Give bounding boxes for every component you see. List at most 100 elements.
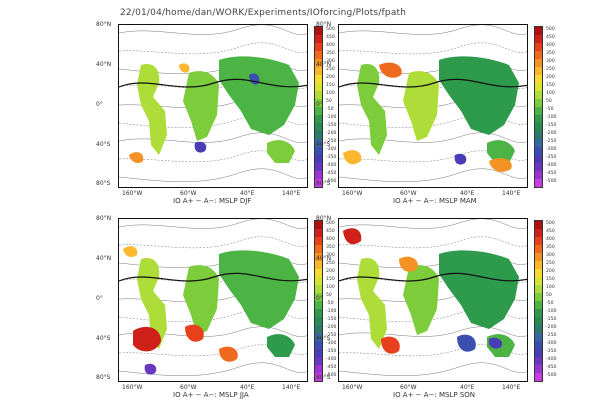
lat-tick-label: 80°N: [316, 21, 332, 28]
colorbar: [534, 220, 543, 382]
colorbar-swatch: [535, 245, 542, 253]
colorbar-label: 150: [326, 83, 335, 88]
colorbar-label: 500: [326, 221, 335, 226]
colorbar-label: 400: [546, 43, 555, 48]
colorbar-swatch: [535, 237, 542, 245]
colorbar-swatch: [535, 59, 542, 67]
colorbar-label: 500: [546, 27, 555, 32]
lat-tick-label: 0°: [316, 295, 323, 302]
colorbar-label: 100: [326, 285, 335, 290]
lat-tick-label: 40°N: [96, 61, 112, 68]
colorbar-label: 200: [326, 269, 335, 274]
colorbar-swatch: [535, 139, 542, 147]
colorbar-swatch: [535, 325, 542, 333]
colorbar-swatch: [315, 293, 322, 301]
contour-line: [119, 236, 307, 249]
colorbar-swatch: [535, 309, 542, 317]
colorbar-swatch: [315, 341, 322, 349]
colorbar-swatch: [535, 115, 542, 123]
contour-line: [339, 219, 527, 229]
colorbar-label: -350: [546, 349, 557, 354]
anomaly-region: [183, 265, 219, 335]
contour-line: [339, 25, 527, 35]
colorbar-label: 300: [546, 59, 555, 64]
lat-tick-label: 0°: [316, 101, 323, 108]
colorbar-swatch: [315, 365, 322, 373]
anomaly-region: [185, 324, 204, 342]
panel-title: IO A+ − A−: MSLP DJF: [173, 197, 252, 205]
colorbar-label: 250: [326, 261, 335, 266]
colorbar-swatch: [535, 333, 542, 341]
colorbar-swatch: [315, 155, 322, 163]
lat-tick-label: 40°S: [316, 335, 331, 342]
anomaly-region: [137, 63, 167, 156]
map-panel-2: 80°N 40°N 0° 40°S 80°S 160°W 60°W 40°E 140°E IO A…: [316, 21, 580, 214]
lon-tick-label: 160°W: [342, 190, 363, 197]
colorbar-swatch: [315, 317, 322, 325]
lat-tick-label: 80°S: [316, 180, 331, 187]
colorbar-label: -50: [326, 107, 334, 112]
colorbar-label: 50: [326, 293, 332, 298]
colorbar-swatch: [315, 221, 322, 229]
lon-tick-label: 60°W: [180, 190, 197, 197]
colorbar-label: -300: [546, 341, 557, 346]
colorbar-swatch: [535, 357, 542, 365]
colorbar-swatch: [535, 75, 542, 83]
colorbar-swatch: [315, 333, 322, 341]
lat-tick-label: 80°S: [96, 180, 111, 187]
colorbar-label: 350: [546, 51, 555, 56]
lon-tick-label: 60°W: [400, 190, 417, 197]
panel-title: IO A+ − A−: MSLP JJA: [173, 391, 249, 399]
colorbar-label: 150: [546, 277, 555, 282]
colorbar-label: -200: [326, 325, 337, 330]
colorbar-swatch: [315, 27, 322, 35]
colorbar-label: -50: [546, 301, 554, 306]
lat-tick-label: 40°S: [316, 141, 331, 148]
colorbar-label: -500: [326, 373, 337, 378]
zero-contour: [339, 272, 527, 282]
colorbar-swatch: [535, 35, 542, 43]
lon-tick-label: 140°E: [282, 384, 301, 391]
anomaly-region: [343, 228, 362, 245]
colorbar-swatch: [535, 131, 542, 139]
lon-tick-label: 40°E: [460, 384, 475, 391]
colorbar-label: -250: [326, 333, 337, 338]
contour-line: [119, 344, 307, 357]
colorbar-swatch: [315, 245, 322, 253]
colorbar-label: -150: [326, 317, 337, 322]
colorbar-swatch: [535, 301, 542, 309]
colorbar-label: -300: [326, 147, 337, 152]
colorbar-swatch: [315, 99, 322, 107]
colorbar-swatch: [535, 285, 542, 293]
lon-tick-label: 160°W: [122, 190, 143, 197]
colorbar-swatch: [315, 51, 322, 59]
colorbar-swatch: [315, 301, 322, 309]
contour-line: [119, 25, 307, 35]
map-area: [338, 218, 528, 382]
lat-tick-label: 80°S: [316, 374, 331, 381]
anomaly-region: [457, 334, 476, 352]
colorbar-swatch: [315, 229, 322, 237]
anomaly-region: [144, 363, 157, 375]
anomaly-field: [339, 219, 527, 376]
colorbar-label: -100: [326, 115, 337, 120]
colorbar-swatch: [315, 83, 322, 91]
colorbar-label: 300: [326, 59, 335, 64]
colorbar-label: -200: [326, 131, 337, 136]
colorbar-label: -200: [546, 131, 557, 136]
colorbar-label: 250: [546, 67, 555, 72]
colorbar-label: -150: [546, 317, 557, 322]
colorbar-swatch: [315, 123, 322, 131]
lon-tick-label: 160°W: [122, 384, 143, 391]
contour-line: [119, 362, 307, 376]
anomaly-region: [219, 56, 299, 135]
contour-line: [119, 150, 307, 163]
colorbar-swatch: [535, 293, 542, 301]
contour-line: [339, 42, 527, 55]
colorbar-label: -500: [546, 373, 557, 378]
colorbar-label: -400: [546, 163, 557, 168]
zero-contour: [339, 78, 527, 88]
anomaly-region: [357, 257, 387, 349]
anomaly-region: [219, 250, 299, 329]
colorbar-swatch: [535, 147, 542, 155]
